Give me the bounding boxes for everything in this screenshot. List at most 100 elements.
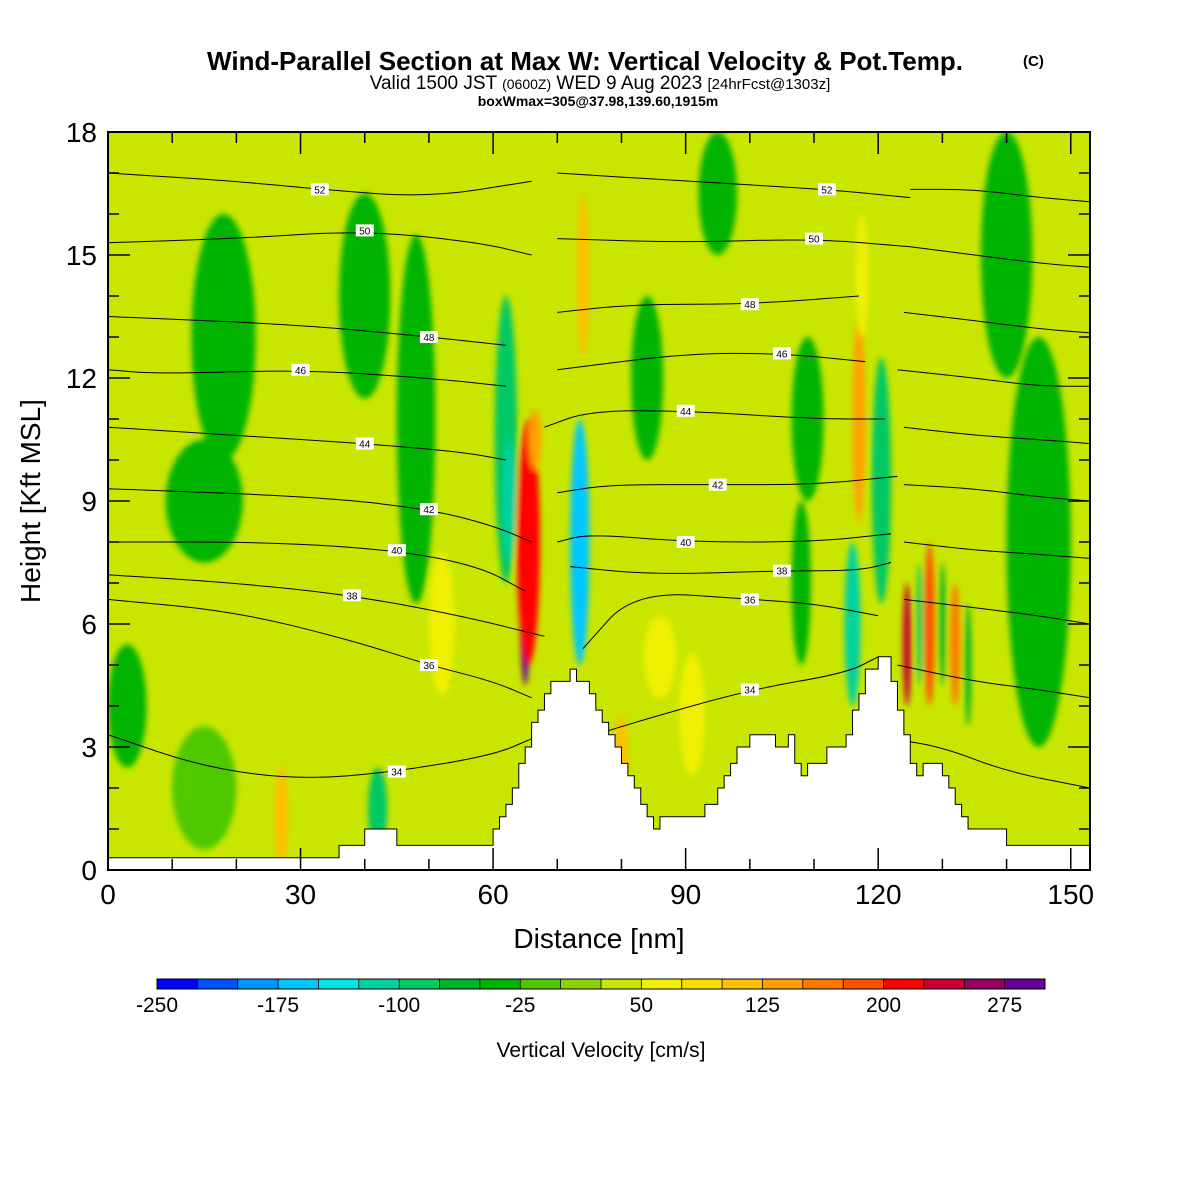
theta-contour-14: [557, 475, 898, 494]
theta-contour-11: [582, 594, 879, 649]
contour-label: 34: [744, 686, 756, 697]
contour-label: 46: [295, 366, 307, 377]
y-tick-label: 12: [66, 363, 97, 394]
contour-label-bg: [387, 544, 406, 557]
box-wmax-line: boxWmax=305@37.98,139.60,1915m: [478, 93, 719, 109]
velocity-cell-7: [577, 193, 589, 358]
theta-contour-2: [108, 574, 545, 637]
colorbar-swatch: [479, 979, 521, 989]
contour-label-bg: [676, 536, 695, 548]
colorbar-tick-label: 125: [745, 994, 780, 1017]
velocity-cell-35: [172, 726, 237, 850]
y-tick-label: 9: [81, 486, 97, 517]
colorbar-swatch: [399, 979, 441, 989]
colorbar-swatch: [601, 979, 642, 989]
colorbar-swatch: [520, 979, 562, 989]
theta-contour-0: [108, 734, 532, 778]
velocity-cell-13: [274, 765, 288, 868]
colorbar-swatch: [883, 979, 925, 989]
contour-label: 38: [346, 591, 358, 602]
contour-label-bg: [805, 232, 824, 245]
velocity-cell-31: [339, 193, 391, 399]
y-tick-label: 3: [81, 732, 97, 763]
velocity-cell-21: [950, 583, 961, 706]
valid-line: Valid 1500 JST (0600Z) WED 9 Aug 2023 [2…: [370, 73, 831, 94]
velocity-cell-4: [570, 419, 590, 665]
theta-contour-4: [108, 488, 532, 543]
theta-contour-6: [108, 369, 506, 387]
theta-contour-21: [897, 664, 1090, 699]
terrain-profile: [108, 656, 1090, 870]
theta-contour-24: [903, 484, 1090, 502]
y-tick-label: 6: [81, 609, 97, 640]
vertical-velocity-field: [108, 132, 1071, 868]
valid-time: Valid 1500 JST: [370, 73, 498, 94]
plot-area: 34 36 38 40 42 44 46 48 50 52 34 36 38 40 42 44 46 48 50 52: [108, 132, 1090, 870]
colorbar-swatch: [439, 979, 481, 989]
colorbar-swatch: [278, 979, 319, 989]
valid-date: WED 9 Aug 2023: [556, 73, 702, 94]
velocity-cell-38: [980, 132, 1033, 378]
x-tick-label: 90: [670, 879, 701, 910]
theta-contour-12: [570, 562, 892, 574]
contour-label: 44: [359, 440, 371, 451]
theta-contour-8: [108, 232, 532, 256]
velocity-cell-33: [165, 439, 243, 563]
theta-contour-27: [903, 311, 1090, 334]
colorbar-tick-label: -25: [505, 994, 535, 1017]
contour-label-bg: [419, 331, 438, 343]
theta-contour-25: [903, 426, 1090, 445]
contour-label-bg: [708, 478, 727, 491]
contour-label-bg: [817, 183, 836, 196]
theta-contour-1: [108, 598, 532, 699]
velocity-cell-19: [902, 583, 912, 706]
colorbar-swatch: [802, 979, 844, 989]
contour-label-bg: [291, 363, 310, 376]
x-axis-label: Distance [nm]: [513, 923, 684, 954]
contour-label-bg: [355, 437, 374, 450]
velocity-cell-32: [191, 214, 256, 460]
velocity-cell-6: [502, 439, 516, 563]
theta-contour-15: [544, 410, 885, 428]
contour-label-bg: [772, 564, 791, 577]
colorbar-swatch: [1004, 979, 1046, 989]
y-tick-label: 18: [66, 117, 97, 148]
x-tick-label: 0: [100, 879, 116, 910]
velocity-cell-28: [631, 296, 664, 460]
contour-label: 50: [808, 235, 820, 246]
contour-label: 48: [423, 333, 435, 344]
theta-contour-29: [910, 188, 1090, 203]
colorbar-swatch: [964, 979, 1006, 989]
theta-contour-3: [108, 541, 526, 592]
contour-label-bg: [342, 589, 361, 602]
velocity-cell-22: [916, 562, 924, 686]
contour-label-bg: [740, 593, 759, 606]
contour-label-bg: [310, 183, 329, 196]
contour-label: 48: [744, 300, 756, 311]
theta-contour-26: [897, 369, 1090, 387]
x-tick-label: 150: [1047, 879, 1094, 910]
colorbar-swatch: [762, 979, 804, 989]
colorbar: -250 -175 -100 -25 50 125 200 275: [136, 978, 1046, 1017]
theta-contour-17: [557, 295, 859, 313]
colorbar-swatch: [843, 979, 885, 989]
contour-label-bg: [355, 224, 374, 237]
velocity-cell-39: [698, 132, 737, 255]
contour-label-bg: [387, 765, 406, 778]
colorbar-tick-label: 50: [630, 994, 653, 1017]
velocity-cell-20: [924, 542, 935, 706]
contour-label: 42: [712, 481, 724, 492]
contour-label: 38: [776, 567, 788, 578]
velocity-cell-11: [679, 652, 705, 776]
velocity-cell-27: [746, 357, 766, 563]
velocity-cell-18: [844, 542, 861, 706]
y-tick-label: 15: [66, 240, 97, 271]
velocity-cell-9: [428, 552, 455, 696]
valid-zulu: (0600Z): [502, 76, 551, 92]
velocity-cell-25: [791, 501, 811, 665]
contour-label: 52: [314, 185, 326, 196]
theta-contour-28: [910, 246, 1090, 268]
contour-label-bg: [740, 683, 759, 696]
x-tick-label: 60: [478, 879, 509, 910]
